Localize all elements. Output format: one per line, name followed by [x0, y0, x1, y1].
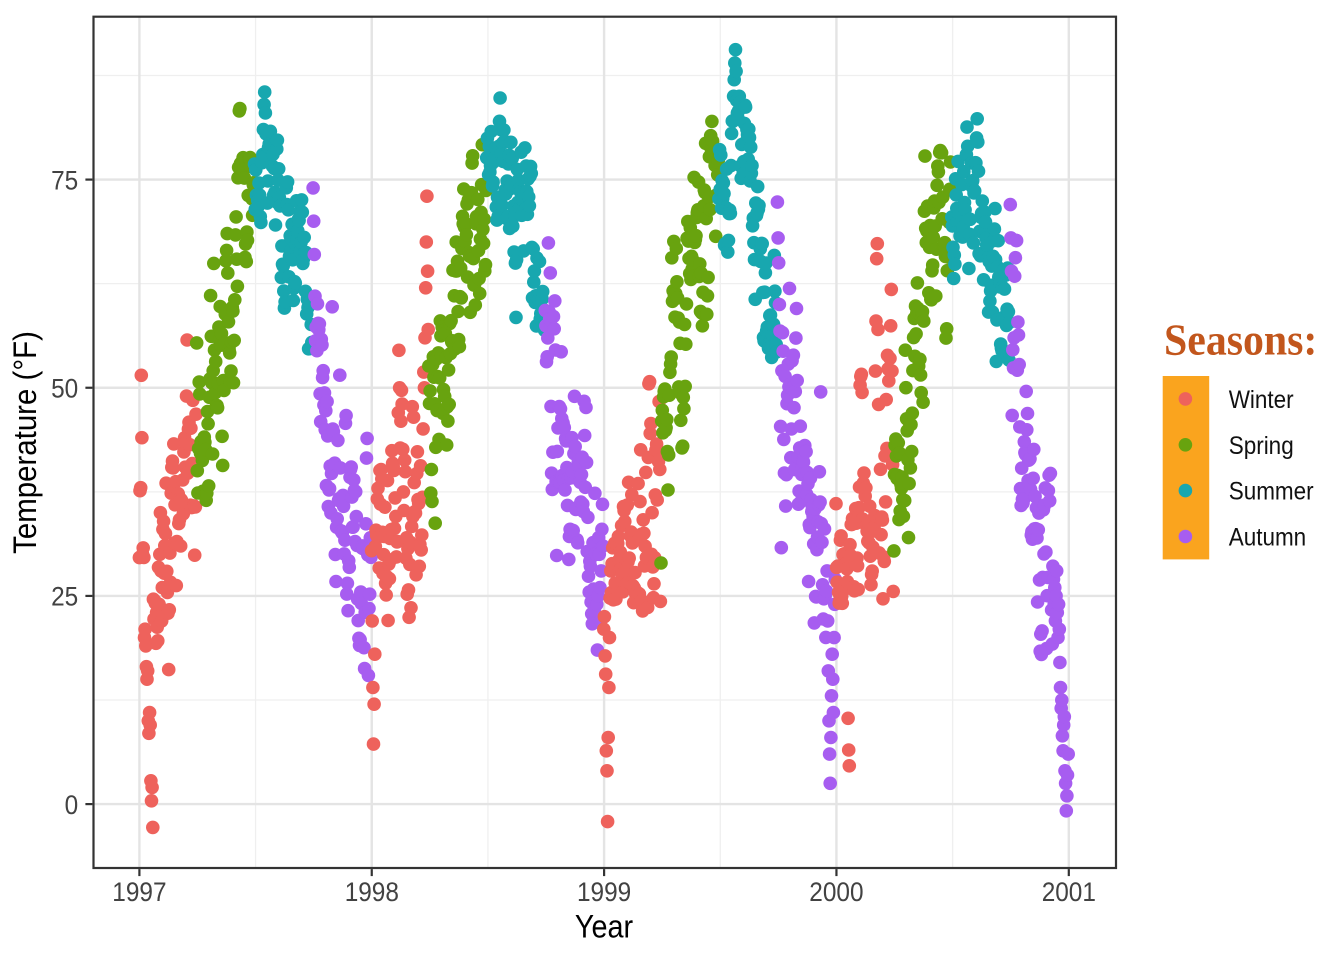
svg-text:25: 25	[51, 583, 78, 612]
svg-text:0: 0	[65, 791, 79, 820]
svg-text:Temperature (°F): Temperature (°F)	[7, 331, 43, 554]
svg-text:Winter: Winter	[1229, 386, 1294, 414]
svg-text:1999: 1999	[577, 878, 631, 907]
svg-text:Year: Year	[575, 909, 633, 945]
svg-text:1998: 1998	[345, 878, 399, 907]
svg-text:Spring: Spring	[1229, 432, 1294, 460]
svg-text:50: 50	[51, 375, 78, 404]
svg-text:75: 75	[51, 166, 78, 195]
svg-text:2000: 2000	[809, 878, 863, 907]
svg-text:Autumn: Autumn	[1229, 523, 1306, 551]
svg-text:1997: 1997	[112, 878, 166, 907]
svg-text:Seasons:: Seasons:	[1164, 316, 1317, 364]
svg-text:Summer: Summer	[1229, 478, 1314, 506]
svg-text:2001: 2001	[1042, 878, 1096, 907]
